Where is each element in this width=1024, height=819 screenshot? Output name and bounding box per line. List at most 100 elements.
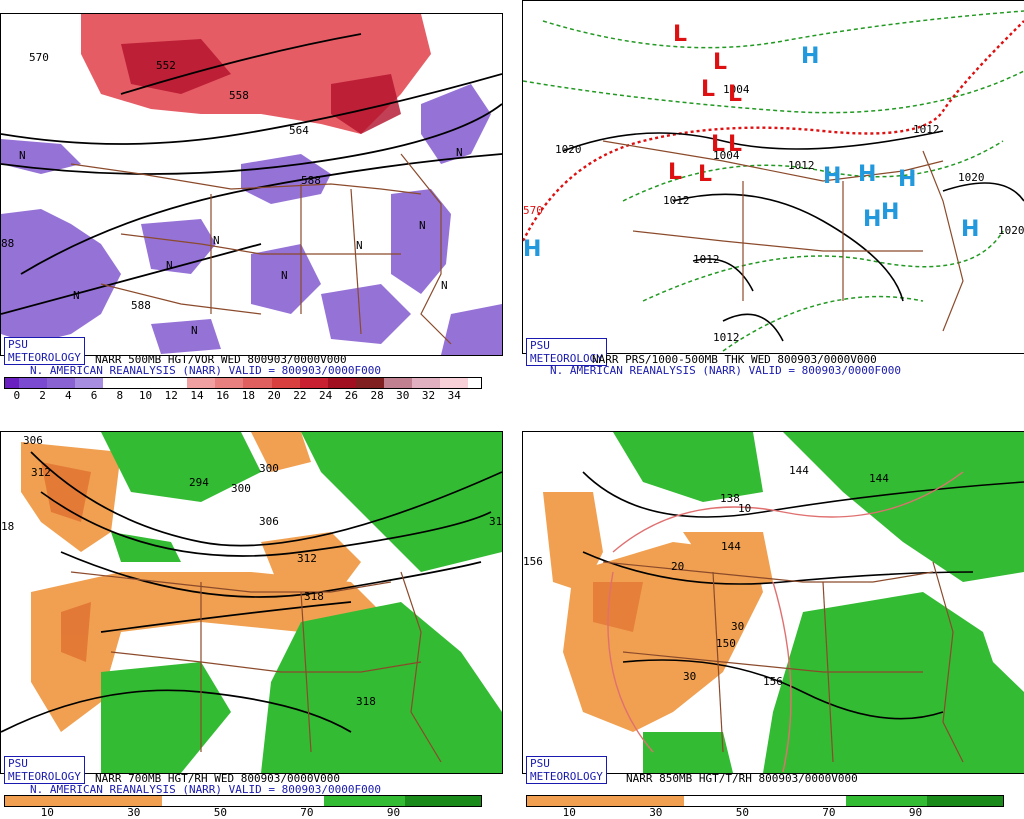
colorbar-tick-label: 34	[447, 389, 461, 402]
colorbar-tick-label: 24	[318, 389, 333, 402]
svg-text:L: L	[713, 50, 727, 75]
svg-text:312: 312	[31, 466, 51, 479]
svg-text:18: 18	[1, 520, 14, 533]
svg-text:1012: 1012	[913, 123, 940, 136]
negative-vorticity-areas	[1, 84, 502, 355]
colorbar-tick-label: 90	[908, 806, 923, 819]
svg-text:306: 306	[23, 434, 43, 447]
svg-text:H: H	[801, 44, 819, 69]
svg-text:312: 312	[297, 552, 317, 565]
svg-text:558: 558	[229, 89, 249, 102]
political-borders	[70, 153, 452, 345]
brand-label: PSU METEOROLOGY	[526, 338, 607, 366]
svg-text:N: N	[19, 149, 26, 162]
svg-text:N: N	[441, 279, 448, 292]
svg-text:N: N	[281, 269, 288, 282]
panel-title: NARR 500MB HGT/VOR WED 800903/0000V000	[95, 353, 347, 366]
svg-text:L: L	[711, 132, 725, 157]
map-frame: 1020 1004 1004 1012 1012 1012 1012 1020 …	[522, 0, 1024, 354]
brand-label: PSU METEOROLOGY	[4, 337, 85, 365]
colorbar-tick-label: 70	[300, 806, 314, 819]
svg-text:H: H	[823, 164, 841, 189]
svg-text:306: 306	[259, 515, 279, 528]
colorbar-tick-label: 26	[344, 389, 358, 402]
svg-text:L: L	[673, 22, 687, 47]
moist-areas	[613, 432, 1024, 773]
svg-text:156: 156	[763, 675, 783, 688]
svg-text:138: 138	[720, 492, 740, 505]
colorbar-tick-label: 18	[241, 389, 256, 402]
political-borders	[602, 140, 964, 332]
colorbar-tick-label: 10	[562, 806, 576, 819]
svg-text:10: 10	[738, 502, 751, 515]
svg-text:1004: 1004	[723, 83, 750, 96]
panel-title: NARR PRS/1000-500MB THK WED 800903/0000V…	[592, 353, 877, 366]
svg-text:H: H	[961, 217, 979, 242]
colorbar-tick-label: 32	[421, 389, 436, 402]
svg-text:144: 144	[869, 472, 889, 485]
svg-text:570: 570	[29, 51, 49, 64]
svg-text:N: N	[456, 146, 463, 159]
svg-text:300: 300	[231, 482, 251, 495]
low-pressure-centers: LLL LL L LL	[668, 22, 742, 187]
panel-subtitle: N. AMERICAN REANALYSIS (NARR) VALID = 80…	[30, 364, 381, 377]
moist-areas	[101, 432, 502, 773]
colorbar-tick-label: 6	[90, 389, 98, 402]
rh850-map: 156 144 144 138 144 150 156 10 20 30 30	[523, 432, 1024, 773]
panel-title: NARR 850MB HGT/T/RH 800903/0000V000	[626, 772, 858, 785]
svg-text:1020: 1020	[555, 143, 582, 156]
svg-text:N: N	[419, 219, 426, 232]
colorbar-tick-label: 90	[386, 806, 401, 819]
map-frame: 306 312 294 300 300 306 312 318 318 18 3…	[0, 431, 503, 774]
colorbar-tick-label: 10	[40, 806, 54, 819]
svg-text:H: H	[863, 207, 881, 232]
svg-text:H: H	[858, 162, 876, 187]
colorbar-tick-label: 10	[138, 389, 153, 402]
svg-text:N: N	[191, 324, 198, 337]
svg-text:30: 30	[683, 670, 696, 683]
svg-text:1012: 1012	[663, 194, 690, 207]
svg-text:L: L	[698, 162, 712, 187]
svg-text:L: L	[701, 77, 715, 102]
svg-text:N: N	[166, 259, 173, 272]
svg-text:294: 294	[189, 476, 209, 489]
panel-subtitle: N. AMERICAN REANALYSIS (NARR) VALID = 80…	[550, 364, 901, 377]
colorbar-tick-label: 30	[396, 389, 410, 402]
vorticity-map: 570 552 558 564 588 588 88 N N N N N N N…	[1, 14, 502, 355]
svg-text:318: 318	[304, 590, 324, 603]
svg-text:300: 300	[259, 462, 279, 475]
svg-text:30: 30	[731, 620, 744, 633]
brand-label: PSU METEOROLOGY	[526, 756, 607, 784]
colorbar-tick-label: 14	[190, 389, 204, 402]
rh700-map: 306 312 294 300 300 306 312 318 318 18 3…	[1, 432, 502, 773]
colorbar-tick-label: 50	[735, 806, 749, 819]
svg-text:L: L	[668, 160, 682, 185]
svg-text:156: 156	[523, 555, 543, 568]
colorbar-tick-label: 0	[13, 389, 21, 402]
svg-text:144: 144	[721, 540, 741, 553]
colorbar-tick-label: 16	[216, 389, 230, 402]
svg-text:L: L	[728, 132, 742, 157]
svg-text:H: H	[881, 200, 899, 225]
svg-text:H: H	[523, 237, 541, 262]
svg-text:20: 20	[671, 560, 684, 573]
vorticity-colorbar	[4, 377, 482, 389]
dry-areas	[543, 492, 773, 732]
colorbar-tick-label: 28	[370, 389, 384, 402]
svg-text:1020: 1020	[958, 171, 985, 184]
panel-subtitle: N. AMERICAN REANALYSIS (NARR) VALID = 80…	[30, 783, 381, 796]
colorbar-tick-label: 30	[649, 806, 663, 819]
svg-text:318: 318	[356, 695, 376, 708]
pressure-map: 1020 1004 1004 1012 1012 1012 1012 1020 …	[523, 10, 1024, 352]
svg-text:588: 588	[131, 299, 151, 312]
political-borders	[602, 561, 964, 763]
svg-text:1020: 1020	[998, 224, 1024, 237]
svg-text:1012: 1012	[788, 159, 815, 172]
colorbar-tick-label: 22	[293, 389, 307, 402]
svg-text:88: 88	[1, 237, 14, 250]
svg-text:564: 564	[289, 124, 309, 137]
svg-text:570: 570	[523, 204, 543, 217]
colorbar-tick-label: 4	[65, 389, 72, 402]
panel-title: NARR 700MB HGT/RH WED 800903/0000V000	[95, 772, 341, 785]
svg-text:31: 31	[489, 515, 502, 528]
